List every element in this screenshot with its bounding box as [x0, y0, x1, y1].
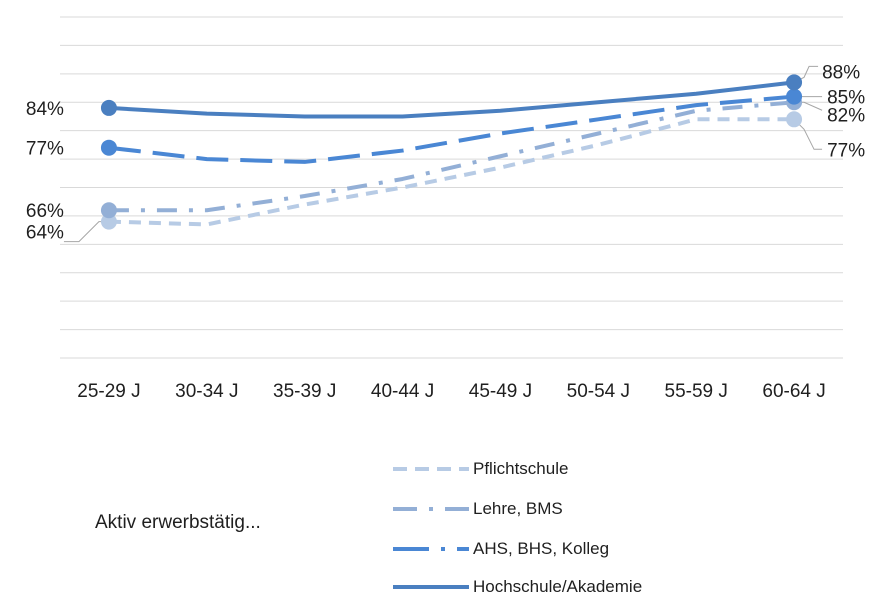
endpoint-marker: [100, 202, 117, 219]
data-label: 84%: [26, 99, 64, 120]
legend-item-lehre-bms: Lehre, BMS: [391, 499, 563, 519]
data-label: 66%: [26, 201, 64, 222]
data-label: 82%: [827, 105, 865, 126]
x-tick-label: 60-64 J: [762, 381, 825, 402]
legend-label: Pflichtschule: [473, 459, 569, 478]
series-line: [108, 94, 795, 164]
data-label: 88%: [822, 62, 860, 83]
x-axis-ticks: 25-29 J 30-34 J 35-39 J 40-44 J 45-49 J 50-54…: [77, 381, 826, 402]
series-line: [108, 80, 795, 119]
x-tick-label: 55-59 J: [665, 381, 728, 402]
line-chart: 64% 77% 66% 82% 77% 85% 84% 88% 25-29 J 30-34 J 3…: [26, 16, 865, 402]
legend-label: Lehre, BMS: [473, 499, 563, 518]
endpoint-marker: [100, 213, 117, 230]
endpoint-marker: [100, 139, 117, 156]
legend-swatch-solid: [393, 585, 469, 589]
legend-swatch-dash: [393, 467, 469, 471]
legend-swatch-longdash: [393, 547, 469, 551]
x-tick-label: 40-44 J: [371, 381, 434, 402]
legend-item-hochschule-akademie: Hochschule/Akademie: [391, 577, 642, 597]
data-label: 77%: [26, 139, 64, 160]
legend-item-ahs-bhs-kolleg: AHS, BHS, Kolleg: [391, 539, 609, 559]
data-label: 85%: [827, 88, 865, 109]
x-tick-label: 30-34 J: [175, 381, 238, 402]
series-line: [108, 117, 795, 227]
endpoint-marker: [786, 74, 803, 91]
data-label: 64%: [26, 223, 64, 244]
x-tick-label: 35-39 J: [273, 381, 336, 402]
data-label: 77%: [827, 140, 865, 161]
data-labels: 64% 77% 66% 82% 77% 85% 84% 88%: [26, 62, 865, 243]
x-tick-label: 25-29 J: [77, 381, 140, 402]
gridlines: [60, 16, 843, 359]
endpoint-markers: [100, 74, 803, 230]
series-lines: [108, 80, 795, 227]
legend-swatch-dashdot: [393, 507, 469, 511]
endpoint-marker: [786, 88, 803, 105]
series-line: [108, 100, 795, 213]
legend-item-pflichtschule: Pflichtschule: [391, 459, 568, 479]
legend-note: Aktiv erwerbstätig...: [95, 512, 261, 533]
endpoint-marker: [786, 111, 803, 128]
legend-label: Hochschule/Akademie: [473, 577, 643, 596]
legend-label: AHS, BHS, Kolleg: [473, 539, 610, 558]
x-tick-label: 45-49 J: [469, 381, 532, 402]
endpoint-marker: [100, 99, 117, 116]
x-tick-label: 50-54 J: [567, 381, 630, 402]
